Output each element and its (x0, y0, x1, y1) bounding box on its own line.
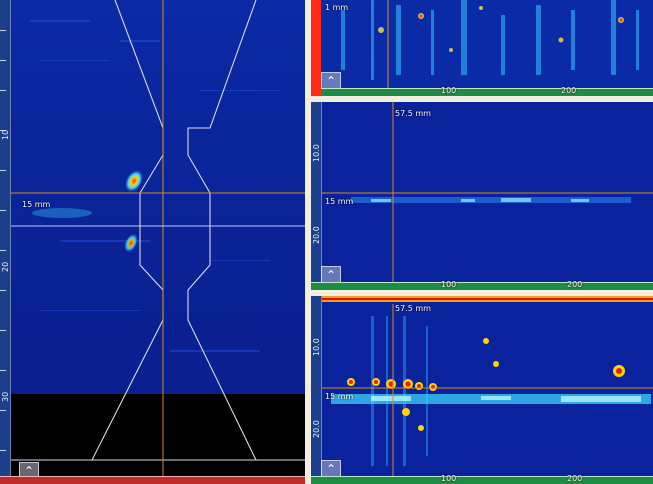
right-bottom-scale-100: 100 (441, 474, 457, 483)
right-bottom-depth-ruler[interactable]: 10.0 20.0 (311, 296, 322, 484)
zoom-icon: ⌃ (326, 268, 337, 282)
right-top-scale-200: 200 (561, 86, 577, 95)
left-scan-image (0, 0, 311, 478)
right-middle-scan-panel[interactable]: 10.0 20.0 57.5 mm 15 mm ⌃ 100 200 (311, 102, 653, 290)
right-top-scan-panel[interactable]: 1 mm ⌃ 100 200 (321, 0, 653, 96)
right-top-scan-axis[interactable]: 100 200 (321, 86, 653, 96)
left-scan-axis[interactable] (0, 476, 311, 484)
vertical-splitter[interactable] (305, 0, 311, 484)
top-gate-indicator (311, 0, 321, 102)
right-bottom-depth-readout: 15 mm (325, 392, 354, 401)
right-bottom-scan-panel[interactable]: 10.0 20.0 57.5 mm 15 mm ⌃ 100 200 (311, 296, 653, 484)
horizontal-splitter-bottom[interactable] (311, 290, 653, 296)
left-ruler-label-30: 30 (1, 391, 10, 402)
right-bottom-position-readout: 57.5 mm (395, 304, 431, 313)
right-top-scan-image (321, 0, 653, 96)
left-scan-panel[interactable]: 10 20 30 15 mm ⌃ (0, 0, 311, 484)
zoom-icon: ⌃ (326, 462, 337, 476)
right-bottom-ruler-label-10: 10.0 (312, 338, 321, 356)
right-bottom-scale-200: 200 (567, 474, 583, 483)
left-ruler-label-20: 20 (1, 261, 10, 272)
left-depth-ruler[interactable]: 10 20 30 (0, 0, 11, 484)
zoom-icon: ⌃ (24, 464, 35, 478)
right-top-depth-readout: 1 mm (325, 3, 349, 12)
right-bottom-ruler-label-20: 20.0 (312, 420, 321, 438)
right-bottom-scan-axis[interactable]: 100 200 (311, 474, 653, 484)
right-middle-ruler-label-10: 10.0 (312, 144, 321, 162)
right-top-scale-100: 100 (441, 86, 457, 95)
right-bottom-scan-image (311, 296, 653, 484)
horizontal-splitter-top[interactable] (311, 96, 653, 102)
right-middle-scan-axis[interactable]: 100 200 (311, 280, 653, 290)
right-middle-ruler-label-20: 20.0 (312, 226, 321, 244)
right-middle-depth-ruler[interactable]: 10.0 20.0 (311, 102, 322, 290)
right-middle-scale-200: 200 (567, 280, 583, 289)
left-ruler-label-10: 10 (1, 129, 10, 140)
right-middle-position-readout: 57.5 mm (395, 109, 431, 118)
right-middle-scale-100: 100 (441, 280, 457, 289)
right-top-zoom-button[interactable]: ⌃ (321, 72, 341, 90)
zoom-icon: ⌃ (326, 74, 337, 88)
left-zoom-button[interactable]: ⌃ (19, 462, 39, 480)
left-depth-readout: 15 mm (22, 200, 51, 209)
right-middle-depth-readout: 15 mm (325, 197, 354, 206)
right-middle-scan-image (311, 102, 653, 290)
